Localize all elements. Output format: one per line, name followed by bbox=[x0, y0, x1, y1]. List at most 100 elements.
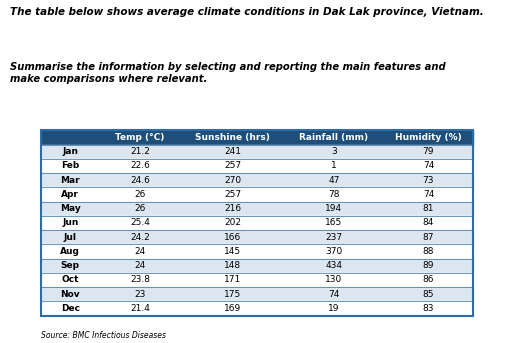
Text: Feb: Feb bbox=[61, 162, 79, 170]
FancyBboxPatch shape bbox=[99, 187, 181, 202]
FancyBboxPatch shape bbox=[181, 173, 284, 187]
FancyBboxPatch shape bbox=[99, 259, 181, 273]
Text: 370: 370 bbox=[325, 247, 343, 256]
FancyBboxPatch shape bbox=[181, 273, 284, 287]
Text: 270: 270 bbox=[224, 176, 241, 185]
FancyBboxPatch shape bbox=[181, 145, 284, 159]
FancyBboxPatch shape bbox=[383, 301, 474, 316]
Text: 1: 1 bbox=[331, 162, 337, 170]
FancyBboxPatch shape bbox=[181, 202, 284, 216]
Text: 23: 23 bbox=[134, 290, 146, 299]
FancyBboxPatch shape bbox=[284, 145, 383, 159]
FancyBboxPatch shape bbox=[181, 259, 284, 273]
Text: 434: 434 bbox=[325, 261, 343, 270]
FancyBboxPatch shape bbox=[284, 244, 383, 259]
FancyBboxPatch shape bbox=[383, 216, 474, 230]
FancyBboxPatch shape bbox=[284, 259, 383, 273]
FancyBboxPatch shape bbox=[99, 130, 181, 145]
Text: 87: 87 bbox=[423, 233, 434, 242]
Text: 165: 165 bbox=[325, 218, 343, 227]
Text: 216: 216 bbox=[224, 204, 241, 213]
Text: 24: 24 bbox=[135, 261, 146, 270]
Text: Oct: Oct bbox=[61, 275, 79, 284]
Text: 202: 202 bbox=[224, 218, 241, 227]
FancyBboxPatch shape bbox=[284, 173, 383, 187]
FancyBboxPatch shape bbox=[383, 130, 474, 145]
FancyBboxPatch shape bbox=[284, 216, 383, 230]
FancyBboxPatch shape bbox=[284, 130, 383, 145]
FancyBboxPatch shape bbox=[383, 259, 474, 273]
FancyBboxPatch shape bbox=[383, 273, 474, 287]
FancyBboxPatch shape bbox=[284, 159, 383, 173]
Text: 24: 24 bbox=[135, 247, 146, 256]
FancyBboxPatch shape bbox=[284, 301, 383, 316]
FancyBboxPatch shape bbox=[383, 145, 474, 159]
FancyBboxPatch shape bbox=[383, 287, 474, 301]
Text: 25.4: 25.4 bbox=[130, 218, 150, 227]
Text: 84: 84 bbox=[423, 218, 434, 227]
Text: Source: BMC Infectious Diseases: Source: BMC Infectious Diseases bbox=[41, 331, 166, 340]
FancyBboxPatch shape bbox=[284, 273, 383, 287]
Text: The table below shows average climate conditions in Dak Lak province, Vietnam.: The table below shows average climate co… bbox=[10, 7, 484, 17]
Text: 26: 26 bbox=[134, 204, 146, 213]
FancyBboxPatch shape bbox=[383, 173, 474, 187]
Text: 237: 237 bbox=[325, 233, 343, 242]
FancyBboxPatch shape bbox=[99, 287, 181, 301]
FancyBboxPatch shape bbox=[99, 216, 181, 230]
FancyBboxPatch shape bbox=[41, 173, 99, 187]
FancyBboxPatch shape bbox=[41, 287, 99, 301]
Text: Aug: Aug bbox=[60, 247, 80, 256]
Text: Dec: Dec bbox=[61, 304, 80, 313]
FancyBboxPatch shape bbox=[41, 273, 99, 287]
FancyBboxPatch shape bbox=[383, 230, 474, 244]
FancyBboxPatch shape bbox=[99, 173, 181, 187]
Text: 26: 26 bbox=[134, 190, 146, 199]
Text: Jun: Jun bbox=[62, 218, 78, 227]
FancyBboxPatch shape bbox=[181, 301, 284, 316]
Text: 169: 169 bbox=[224, 304, 241, 313]
Text: 171: 171 bbox=[224, 275, 241, 284]
Text: 74: 74 bbox=[328, 290, 339, 299]
FancyBboxPatch shape bbox=[99, 230, 181, 244]
Text: 257: 257 bbox=[224, 190, 241, 199]
FancyBboxPatch shape bbox=[181, 187, 284, 202]
Text: Humidity (%): Humidity (%) bbox=[395, 133, 462, 142]
Text: 78: 78 bbox=[328, 190, 339, 199]
Text: 81: 81 bbox=[423, 204, 434, 213]
Text: 88: 88 bbox=[423, 247, 434, 256]
FancyBboxPatch shape bbox=[41, 244, 99, 259]
Text: 23.8: 23.8 bbox=[130, 275, 150, 284]
Text: 86: 86 bbox=[423, 275, 434, 284]
FancyBboxPatch shape bbox=[41, 145, 99, 159]
FancyBboxPatch shape bbox=[181, 159, 284, 173]
FancyBboxPatch shape bbox=[284, 187, 383, 202]
FancyBboxPatch shape bbox=[383, 202, 474, 216]
FancyBboxPatch shape bbox=[383, 187, 474, 202]
FancyBboxPatch shape bbox=[284, 230, 383, 244]
FancyBboxPatch shape bbox=[99, 244, 181, 259]
Text: 166: 166 bbox=[224, 233, 241, 242]
Text: 24.2: 24.2 bbox=[130, 233, 150, 242]
Text: 73: 73 bbox=[423, 176, 434, 185]
FancyBboxPatch shape bbox=[41, 301, 99, 316]
FancyBboxPatch shape bbox=[41, 216, 99, 230]
Text: Mar: Mar bbox=[60, 176, 80, 185]
Text: Sunshine (hrs): Sunshine (hrs) bbox=[195, 133, 270, 142]
Text: Nov: Nov bbox=[60, 290, 80, 299]
FancyBboxPatch shape bbox=[41, 187, 99, 202]
Text: 22.6: 22.6 bbox=[130, 162, 150, 170]
Text: 85: 85 bbox=[423, 290, 434, 299]
Text: 241: 241 bbox=[224, 147, 241, 156]
FancyBboxPatch shape bbox=[99, 145, 181, 159]
Text: 130: 130 bbox=[325, 275, 343, 284]
FancyBboxPatch shape bbox=[181, 244, 284, 259]
FancyBboxPatch shape bbox=[99, 273, 181, 287]
Text: 148: 148 bbox=[224, 261, 241, 270]
FancyBboxPatch shape bbox=[383, 159, 474, 173]
Text: 194: 194 bbox=[325, 204, 343, 213]
Text: 79: 79 bbox=[423, 147, 434, 156]
Text: 47: 47 bbox=[328, 176, 339, 185]
FancyBboxPatch shape bbox=[383, 244, 474, 259]
FancyBboxPatch shape bbox=[99, 159, 181, 173]
FancyBboxPatch shape bbox=[181, 230, 284, 244]
